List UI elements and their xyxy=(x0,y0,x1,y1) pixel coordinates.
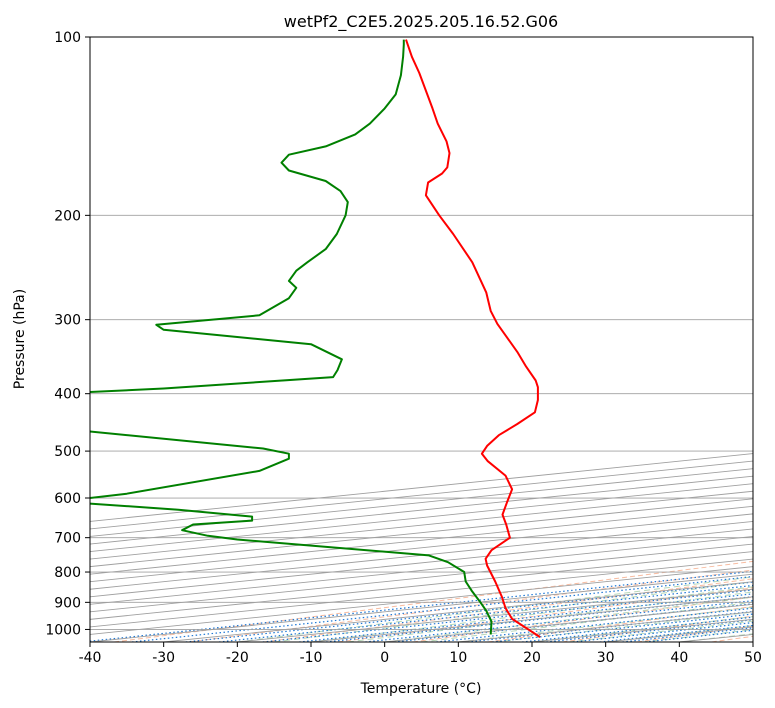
moist-adiabat xyxy=(274,581,753,642)
chart-title: wetPf2_C2E5.2025.205.16.52.G06 xyxy=(284,12,558,32)
mixing-ratio-line xyxy=(90,570,753,642)
x-ticks: -40 -30 -20 -10 0 10 20 30 40 50 xyxy=(79,642,762,666)
dry-adiabat xyxy=(188,569,753,642)
x-tick-label: -10 xyxy=(300,650,323,666)
mixing-ratio-line xyxy=(131,575,753,642)
y-tick-label: 800 xyxy=(54,565,81,581)
dry-adiabat xyxy=(412,596,753,642)
plot-frame xyxy=(89,36,754,643)
mixing-ratio-line xyxy=(436,607,753,642)
mixing-ratio-line xyxy=(492,613,753,642)
isotherm xyxy=(90,520,753,590)
isotherm xyxy=(90,513,753,583)
isotherm xyxy=(90,528,753,598)
y-tick-label: 300 xyxy=(54,313,81,329)
x-tick-label: -40 xyxy=(79,650,102,666)
dewpoint-profile xyxy=(90,39,493,635)
y-tick-label: 500 xyxy=(54,444,81,460)
y-axis-label: Pressure (hPa) xyxy=(12,289,28,389)
grid xyxy=(90,37,753,642)
x-tick-label: 40 xyxy=(670,650,688,666)
y-ticks: 100 200 300 400 500 600 700 800 900 1000 xyxy=(45,30,90,638)
y-tick-label: 700 xyxy=(54,531,81,547)
mixing-ratio-line xyxy=(522,616,753,642)
isotherm xyxy=(90,475,753,545)
x-tick-label: 20 xyxy=(523,650,541,666)
x-tick-label: 30 xyxy=(597,650,615,666)
y-tick-label: 400 xyxy=(54,387,81,403)
isotherm xyxy=(90,536,753,605)
y-tick-label: 900 xyxy=(54,595,81,611)
isotherm xyxy=(90,483,753,553)
y-tick-label: 100 xyxy=(54,30,81,46)
isotherm xyxy=(90,505,753,575)
y-tick-label: 1000 xyxy=(45,622,81,638)
x-tick-label: 10 xyxy=(449,650,467,666)
profiles xyxy=(90,39,541,638)
x-tick-label: 50 xyxy=(744,650,762,666)
x-axis-label: Temperature (°C) xyxy=(360,681,482,697)
temperature-profile xyxy=(405,39,541,638)
y-tick-label: 200 xyxy=(54,208,81,224)
x-tick-label: 0 xyxy=(380,650,389,666)
y-tick-label: 600 xyxy=(54,491,81,507)
x-tick-label: -20 xyxy=(226,650,249,666)
dry-adiabat xyxy=(338,587,753,642)
x-tick-label: -30 xyxy=(152,650,175,666)
isotherm xyxy=(90,498,753,568)
